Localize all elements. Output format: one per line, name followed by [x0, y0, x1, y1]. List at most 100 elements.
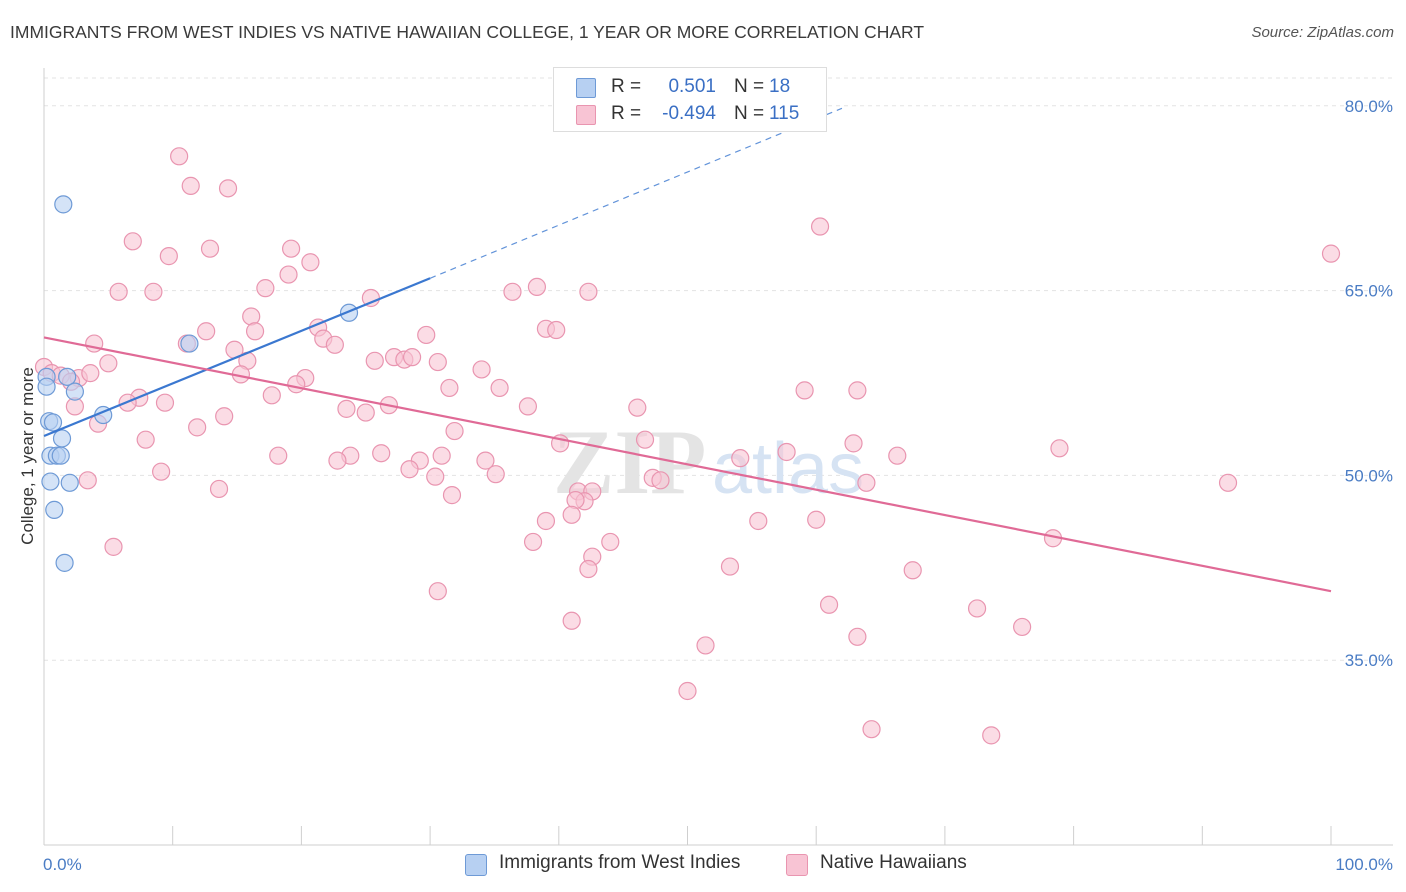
point-native-hawaiian — [245, 322, 265, 341]
point-native-hawaiian — [490, 378, 509, 398]
point-native-hawaiian — [328, 451, 347, 470]
series-legend: Immigrants from West Indies Native Hawai… — [0, 852, 1406, 878]
point-native-hawaiian — [432, 446, 451, 465]
legend-swatch-pink — [576, 105, 596, 125]
point-west-indies — [37, 377, 56, 396]
trend-line-native-hawaiians — [43, 336, 1332, 593]
point-west-indies — [43, 413, 63, 432]
legend-n-label: N = — [734, 76, 765, 97]
legend-r-value: -0.494 — [662, 103, 716, 124]
point-native-hawaiian — [269, 446, 288, 465]
legend-swatch-blue — [465, 854, 487, 876]
point-native-hawaiian — [417, 325, 436, 345]
point-native-hawaiian — [731, 449, 750, 468]
point-west-indies — [65, 382, 84, 401]
point-native-hawaiian — [262, 386, 281, 405]
legend-n-value: 115 — [769, 103, 800, 124]
point-native-hawaiian — [144, 282, 163, 301]
legend-swatch-pink — [786, 854, 808, 876]
point-native-hawaiian — [282, 239, 301, 258]
point-native-hawaiian — [99, 354, 118, 373]
point-native-hawaiian — [218, 179, 238, 198]
point-native-hawaiian — [848, 381, 867, 400]
point-native-hawaiian — [188, 418, 207, 437]
chart-source: Source: ZipAtlas.com — [1251, 24, 1394, 41]
point-native-hawaiian — [527, 277, 547, 297]
point-native-hawaiian — [400, 460, 419, 479]
point-native-hawaiian — [136, 430, 155, 449]
point-native-hawaiian — [152, 462, 171, 481]
point-west-indies — [52, 429, 72, 448]
point-native-hawaiian — [848, 627, 867, 646]
legend-n-value: 18 — [769, 76, 791, 97]
point-native-hawaiian — [777, 442, 796, 462]
point-west-indies — [41, 472, 60, 491]
point-native-hawaiian — [819, 595, 839, 614]
point-west-indies — [54, 195, 73, 214]
point-native-hawaiian — [696, 636, 715, 655]
correlation-legend: R = 0.501 N = 18 R = -0.494 N = 115 — [553, 67, 827, 132]
point-native-hawaiian — [903, 561, 922, 580]
data-points — [34, 147, 1341, 745]
point-native-hawaiian — [678, 681, 697, 701]
point-native-hawaiian — [170, 147, 189, 166]
point-native-hawaiian — [579, 282, 598, 301]
point-native-hawaiian — [445, 421, 464, 441]
point-native-hawaiian — [81, 364, 100, 383]
point-native-hawaiian — [428, 582, 447, 601]
legend-swatch-blue — [576, 78, 596, 98]
point-native-hawaiian — [109, 282, 128, 301]
point-native-hawaiian — [372, 444, 391, 463]
point-native-hawaiian — [807, 510, 826, 529]
point-native-hawaiian — [472, 360, 491, 379]
axes — [43, 68, 1393, 846]
legend-label: Native Hawaiians — [820, 852, 967, 873]
point-native-hawaiian — [749, 511, 768, 531]
point-native-hawaiian — [857, 473, 876, 492]
y-tick-label: 50.0% — [1345, 466, 1393, 485]
y-tick-label: 35.0% — [1345, 651, 1393, 670]
point-native-hawaiian — [518, 397, 538, 416]
point-native-hawaiian — [1321, 244, 1341, 263]
point-west-indies — [51, 446, 70, 465]
trend-line-west-indies — [43, 277, 431, 437]
legend-r-label: R = — [611, 103, 642, 124]
point-native-hawaiian — [1013, 617, 1032, 637]
point-native-hawaiian — [356, 403, 375, 422]
point-native-hawaiian — [844, 434, 863, 453]
point-native-hawaiian — [301, 253, 320, 272]
legend-label: Immigrants from West Indies — [499, 852, 741, 873]
point-native-hawaiian — [601, 532, 620, 552]
legend-r-value: 0.501 — [668, 76, 716, 97]
point-native-hawaiian — [503, 282, 522, 301]
point-native-hawaiian — [181, 176, 200, 195]
point-native-hawaiian — [440, 378, 459, 398]
legend-r-label: R = — [611, 76, 642, 97]
point-native-hawaiian — [78, 471, 97, 490]
watermark: ZIP atlas — [553, 411, 864, 513]
trend-lines — [43, 107, 1332, 593]
point-native-hawaiian — [536, 511, 556, 531]
point-native-hawaiian — [523, 532, 543, 552]
point-native-hawaiian — [651, 471, 670, 490]
legend-row-west-indies: R = 0.501 N = 18 — [554, 73, 826, 101]
point-native-hawaiian — [402, 348, 422, 367]
point-native-hawaiian — [442, 486, 462, 505]
point-native-hawaiian — [795, 381, 814, 400]
point-native-hawaiian — [967, 599, 987, 618]
point-native-hawaiian — [562, 505, 581, 524]
point-native-hawaiian — [579, 559, 598, 579]
point-west-indies — [58, 367, 77, 386]
point-native-hawaiian — [862, 720, 881, 739]
point-native-hawaiian — [982, 726, 1001, 745]
point-native-hawaiian — [279, 265, 298, 284]
point-native-hawaiian — [200, 239, 220, 258]
point-native-hawaiian — [325, 335, 344, 354]
point-native-hawaiian — [562, 611, 581, 630]
point-west-indies — [55, 553, 74, 572]
point-native-hawaiian — [810, 217, 830, 236]
point-native-hawaiian — [476, 451, 495, 470]
x-tick-label: 0.0% — [43, 855, 82, 874]
legend-row-native-hawaiians: R = -0.494 N = 115 — [554, 100, 826, 128]
